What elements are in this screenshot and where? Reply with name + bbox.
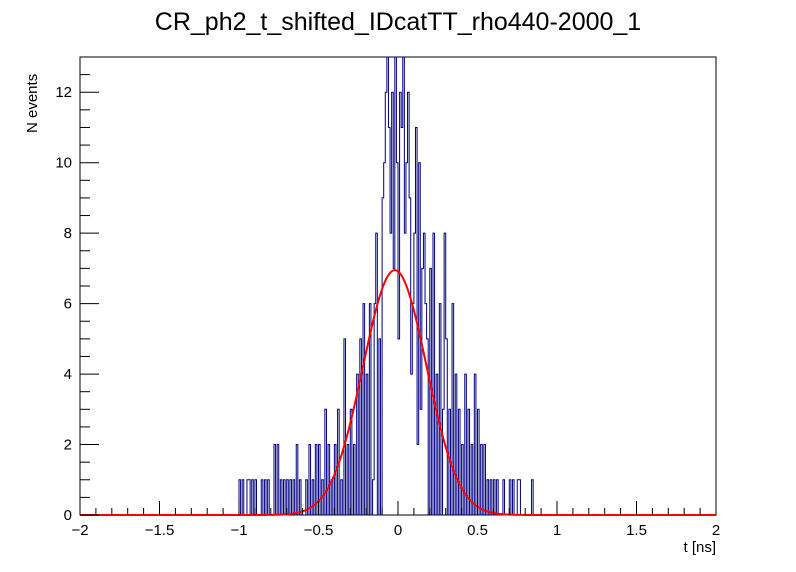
- y-axis-tick-labels: 0 2 4 6 8 10 12: [55, 84, 72, 524]
- x-axis-label: t [ns]: [683, 539, 716, 556]
- x-axis-ticks: [79, 501, 717, 515]
- x-tick-label: 1.5: [626, 522, 647, 539]
- y-axis-label: N events: [24, 74, 41, 133]
- y-tick-label: 2: [64, 437, 72, 454]
- y-tick-label: 4: [64, 366, 72, 383]
- x-tick-label: −0.5: [304, 522, 334, 539]
- y-tick-label: 6: [64, 296, 72, 313]
- y-axis-ticks: [80, 56, 99, 516]
- x-tick-label: −1.5: [145, 522, 175, 539]
- x-tick-label: 2: [712, 522, 720, 539]
- x-tick-label: −1: [230, 522, 247, 539]
- x-tick-label: −2: [71, 522, 88, 539]
- y-tick-label: 0: [64, 507, 72, 524]
- gaussian-fit-line: [80, 269, 716, 516]
- chart-title: CR_ph2_t_shifted_IDcatTT_rho440-2000_1: [155, 8, 641, 36]
- x-axis-tick-labels: −2 −1.5 −1 −0.5 0 0.5 1 1.5 2: [71, 522, 720, 539]
- x-tick-label: 0: [394, 522, 402, 539]
- x-tick-label: 0.5: [467, 522, 488, 539]
- x-tick-label: 1: [553, 522, 561, 539]
- y-tick-label: 12: [55, 84, 72, 101]
- y-tick-label: 8: [64, 225, 72, 242]
- fit-series: [80, 269, 716, 516]
- y-tick-label: 10: [55, 155, 72, 172]
